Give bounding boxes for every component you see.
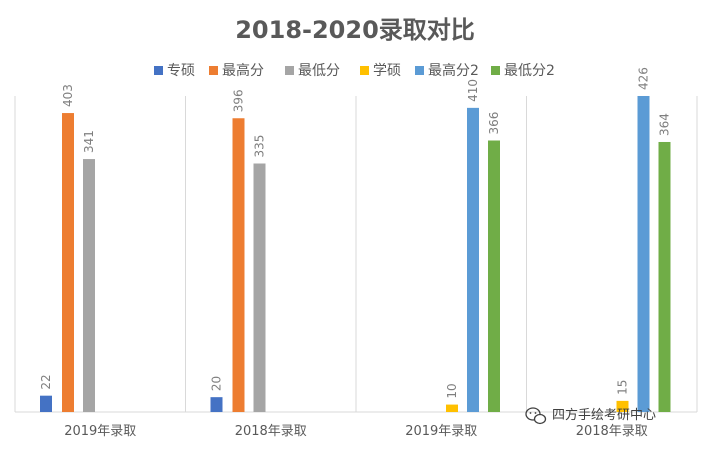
data-label-专硕-1: 20 <box>210 376 224 391</box>
data-label-最高分2-3: 426 <box>637 67 651 90</box>
data-label-最低分-0: 341 <box>82 130 96 153</box>
data-label-最高分-0: 403 <box>61 84 75 107</box>
legend-label-学硕: 学硕 <box>373 63 401 79</box>
x-axis-ticks: 2019年录取 2018年录取 2019年录取 2018年录取 <box>64 424 648 439</box>
data-label-学硕-3: 15 <box>616 380 630 395</box>
bar-专硕-1 <box>210 397 223 412</box>
legend-swatch-最高分 <box>209 66 218 75</box>
legend-label-最低分: 最低分 <box>298 63 340 79</box>
x-tick-label: 2019年录取 <box>64 424 136 439</box>
bar-最高分-1 <box>232 118 245 413</box>
bars <box>40 95 671 413</box>
bar-学硕-3 <box>616 400 629 412</box>
legend-label-最低分2: 最低分2 <box>504 63 555 79</box>
x-tick-label: 2019年录取 <box>405 424 477 439</box>
data-label-最高分-1: 396 <box>232 89 246 112</box>
legend-swatch-最低分 <box>285 66 294 75</box>
data-label-最低分2-3: 364 <box>658 113 672 136</box>
bar-最高分-0 <box>62 113 74 413</box>
x-tick-label: 2018年录取 <box>576 424 648 439</box>
bar-学硕-2 <box>446 404 458 412</box>
legend-swatch-最低分2 <box>491 66 500 75</box>
data-label-专硕-0: 22 <box>39 374 53 389</box>
legend-label-最高分2: 最高分2 <box>428 62 479 79</box>
watermark-text: 四方手绘考研中心 <box>552 407 656 423</box>
legend-swatch-学硕 <box>360 66 369 75</box>
legend-swatch-最高分2 <box>415 66 424 75</box>
data-label-最低分2-2: 366 <box>487 112 501 135</box>
bar-最低分-0 <box>83 159 95 412</box>
data-labels: 22 20 403 396 341 335 10 15 410 426 366 364 <box>39 67 672 398</box>
bar-最高分2-2 <box>467 107 479 412</box>
bar-专硕-0 <box>40 395 52 412</box>
data-label-学硕-2: 10 <box>445 383 459 398</box>
legend-swatch-专硕 <box>154 66 163 75</box>
data-label-最低分-1: 335 <box>253 135 267 158</box>
data-label-最高分2-2: 410 <box>466 79 480 102</box>
x-tick-label: 2018年录取 <box>235 424 307 439</box>
bar-最低分2-3 <box>658 141 671 412</box>
legend-label-专硕: 专硕 <box>167 63 195 79</box>
bar-最高分2-3 <box>637 95 650 413</box>
bar-最低分2-2 <box>488 140 500 412</box>
legend: 专硕 最高分 最低分 学硕 最高分2 最低分2 <box>154 62 555 79</box>
wechat-icon <box>525 407 547 425</box>
chart-title: 2018-2020录取对比 <box>235 16 475 44</box>
bar-最低分-1 <box>253 163 266 412</box>
watermark: 四方手绘考研中心 <box>525 407 656 425</box>
legend-label-最高分: 最高分 <box>222 62 264 79</box>
plot-frame <box>14 96 698 413</box>
